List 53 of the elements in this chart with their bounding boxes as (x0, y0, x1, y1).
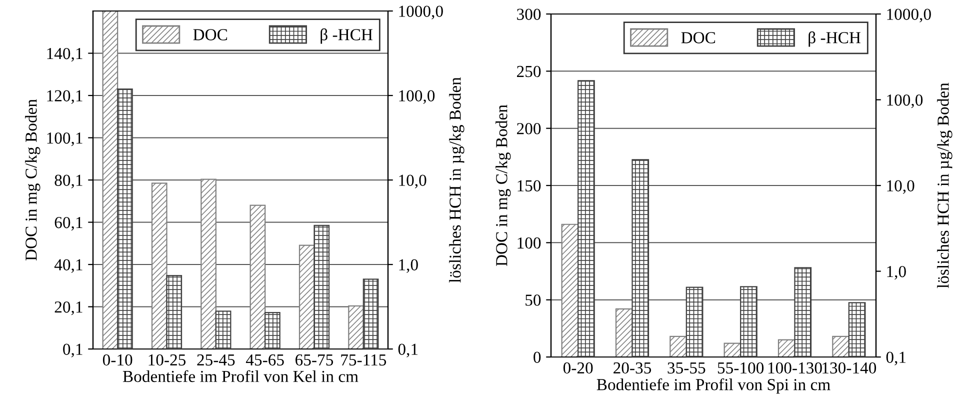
bar (250, 204, 266, 349)
y-tick-label: 140,1 (47, 48, 82, 62)
x-tick-label: 130-140 (822, 362, 876, 374)
x-tick-label: 35-55 (668, 362, 706, 374)
y2-tick-label: 1,0 (399, 259, 418, 273)
y2-tick-label: 1000,0 (399, 6, 443, 20)
y-tick-label: 20,1 (54, 301, 82, 316)
bar (151, 182, 168, 349)
bar (670, 336, 687, 357)
y2-tick-label: 0,1 (398, 344, 418, 358)
legend-label: β -HCH (320, 28, 373, 44)
x-tick-label: 45-65 (246, 354, 284, 366)
x-tick-label: 75-115 (341, 354, 386, 366)
x-tick-label: 20-35 (614, 362, 652, 374)
x-axis-title: Bodentiefe im Profil von Spi in cm (596, 378, 830, 394)
bar (724, 342, 742, 357)
x-tick-label: 25-45 (197, 354, 235, 366)
x-tick-label: 65-75 (296, 354, 334, 366)
legend-label: β -HCH (808, 31, 861, 47)
y2-tick-label: 0,1 (886, 352, 906, 366)
y-axis-title: DOC in mg C/kg Boden (496, 104, 511, 266)
y-tick-label: 0 (534, 352, 541, 363)
y-tick-label: 300 (517, 8, 541, 20)
y-tick-label: 40,1 (54, 259, 82, 273)
x-tick-label: 100-130 (768, 362, 822, 374)
y2-axis-title: lösliches HCH in µg/kg Boden (937, 82, 952, 288)
y-tick-label: 250 (517, 66, 541, 78)
bar (615, 308, 633, 357)
y2-tick-label: 1,0 (887, 266, 906, 280)
y2-tick-label: 100,0 (887, 94, 923, 108)
y-tick-label: 80,1 (54, 174, 82, 188)
x-tick-label: 0-10 (102, 354, 132, 366)
y2-tick-label: 10,0 (887, 180, 914, 194)
y-tick-label: 100,1 (47, 132, 82, 146)
x-axis-title: Bodentiefe im Profil von Kel in cm (122, 370, 358, 382)
y-tick-label: 120,1 (47, 90, 82, 104)
x-tick-label: 0-20 (563, 362, 593, 374)
legend-label: DOC (193, 29, 228, 40)
y2-tick-label: 10,0 (399, 174, 426, 188)
y2-tick-label: 100,0 (399, 90, 435, 104)
y-tick-label: 0,1 (63, 344, 82, 358)
y-tick-label: 100 (518, 237, 541, 249)
y-tick-label: 200 (517, 123, 541, 134)
y2-tick-label: 1000,0 (887, 8, 931, 22)
y-tick-label: 60,1 (54, 216, 82, 231)
x-tick-label: 10-25 (148, 354, 186, 366)
y-tick-label: 50 (526, 294, 541, 306)
bar (200, 178, 216, 349)
y-tick-label: 150 (518, 180, 541, 192)
x-tick-label: 55-100 (718, 362, 764, 374)
y-axis-title: DOC in mg C/kg Boden (25, 99, 40, 261)
legend-label: DOC (681, 32, 716, 44)
y2-axis-title: lösliches HCH in µg/kg Boden (449, 77, 464, 283)
